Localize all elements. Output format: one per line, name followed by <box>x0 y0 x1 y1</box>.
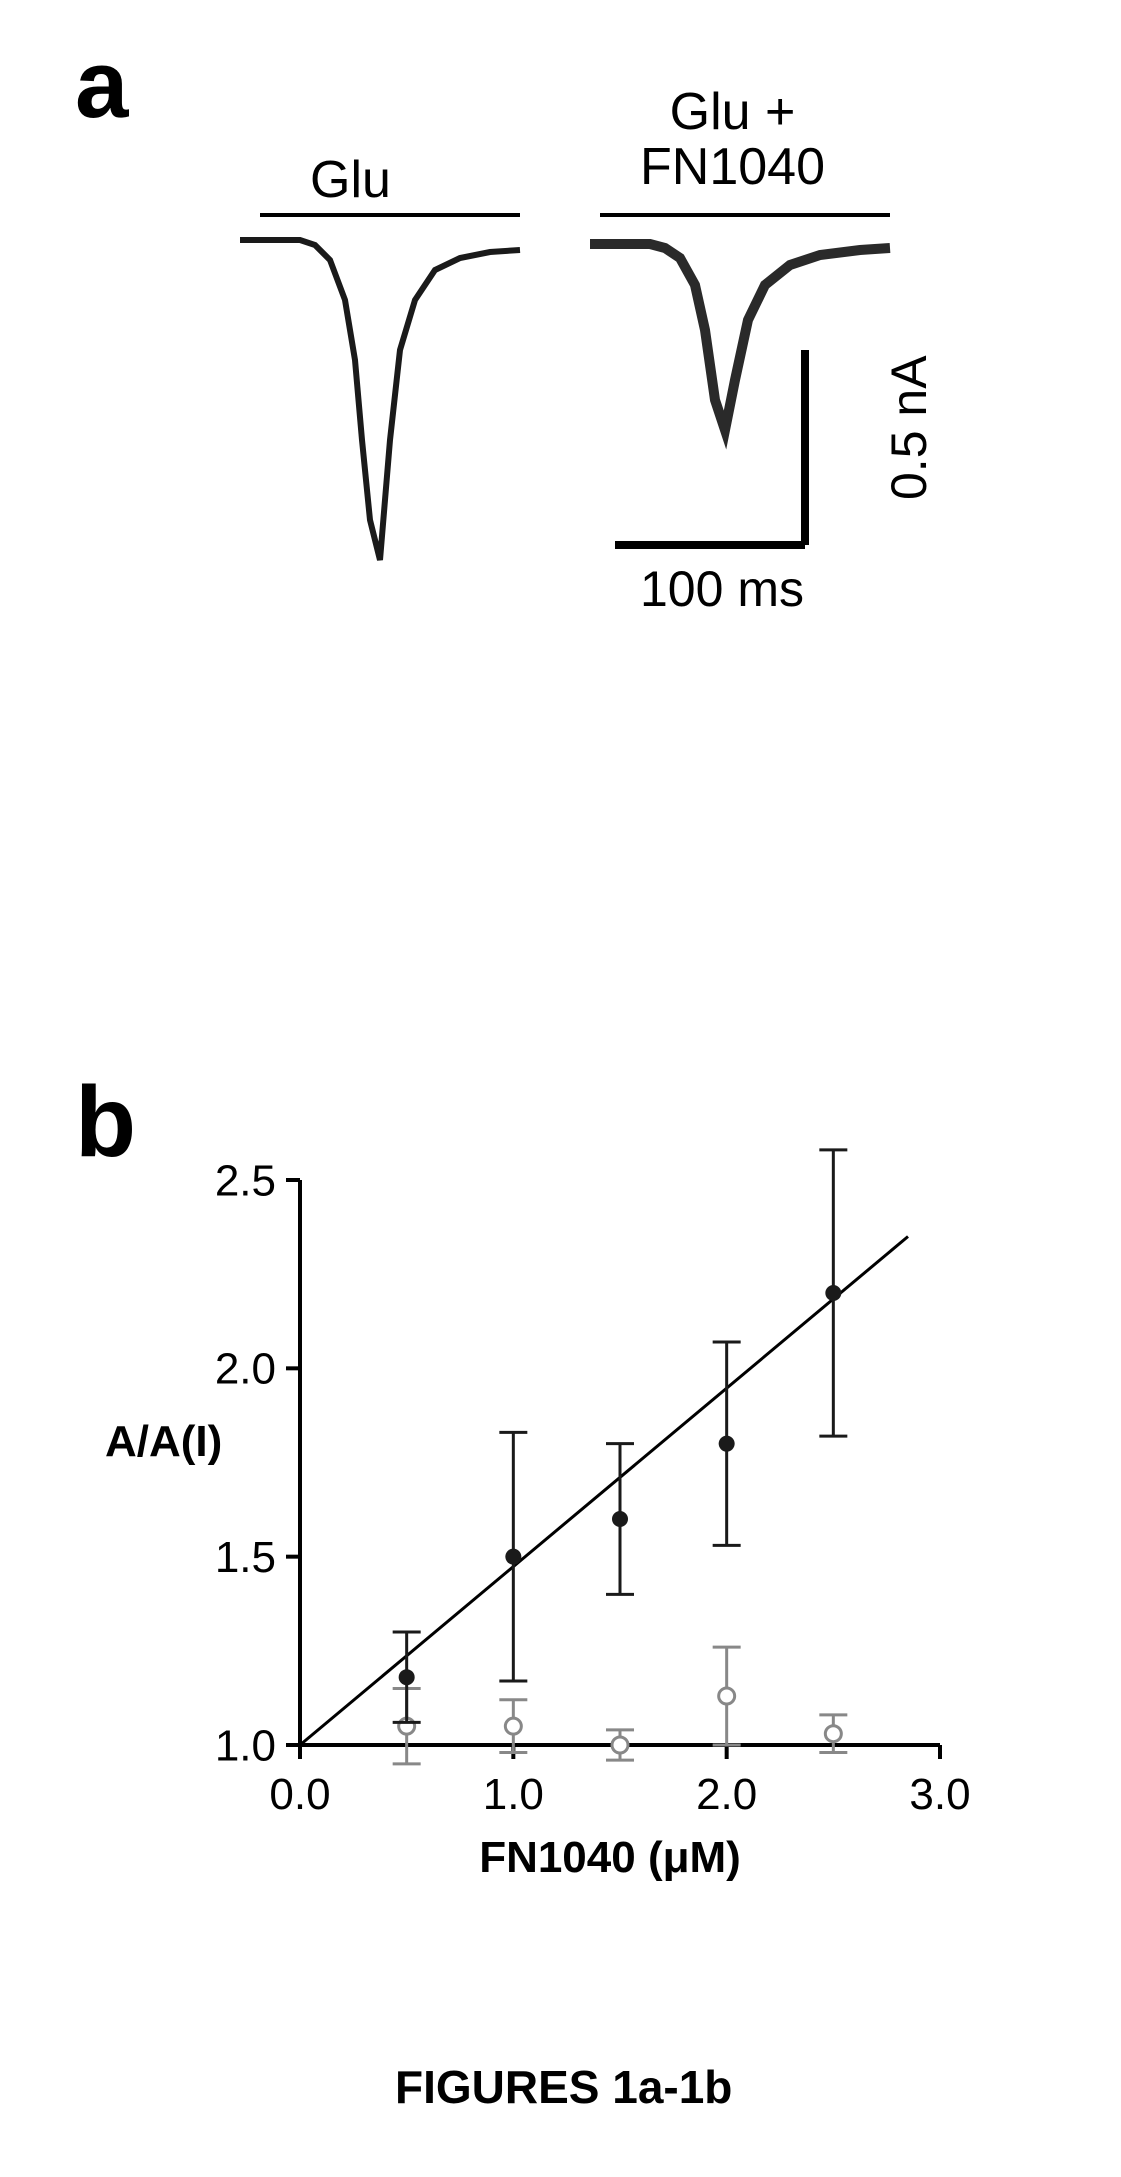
x-axis-label: FN1040 (μM) <box>479 1833 741 1883</box>
y-axis-label: A/A(I) <box>105 1417 222 1467</box>
series-filled-marker <box>719 1436 735 1452</box>
series-filled-marker <box>825 1285 841 1301</box>
x-tick-label: 3.0 <box>909 1770 970 1819</box>
series-filled-marker <box>612 1511 628 1527</box>
series-open-marker <box>825 1726 841 1742</box>
x-tick-label: 0.0 <box>269 1770 330 1819</box>
fit-line <box>300 1237 908 1746</box>
figure-caption: FIGURES 1a-1b <box>395 2060 732 2114</box>
series-open-marker <box>612 1737 628 1753</box>
panel-b-chart: 0.01.02.03.01.01.52.02.5 <box>0 0 1121 2000</box>
y-tick-label: 1.5 <box>215 1533 276 1582</box>
y-tick-label: 2.0 <box>215 1345 276 1394</box>
series-filled-marker <box>505 1549 521 1565</box>
series-filled-marker <box>399 1669 415 1685</box>
x-tick-label: 1.0 <box>483 1770 544 1819</box>
series-open-marker <box>719 1688 735 1704</box>
y-tick-label: 1.0 <box>215 1721 276 1770</box>
x-tick-label: 2.0 <box>696 1770 757 1819</box>
y-tick-label: 2.5 <box>215 1156 276 1205</box>
series-open-marker <box>505 1718 521 1734</box>
